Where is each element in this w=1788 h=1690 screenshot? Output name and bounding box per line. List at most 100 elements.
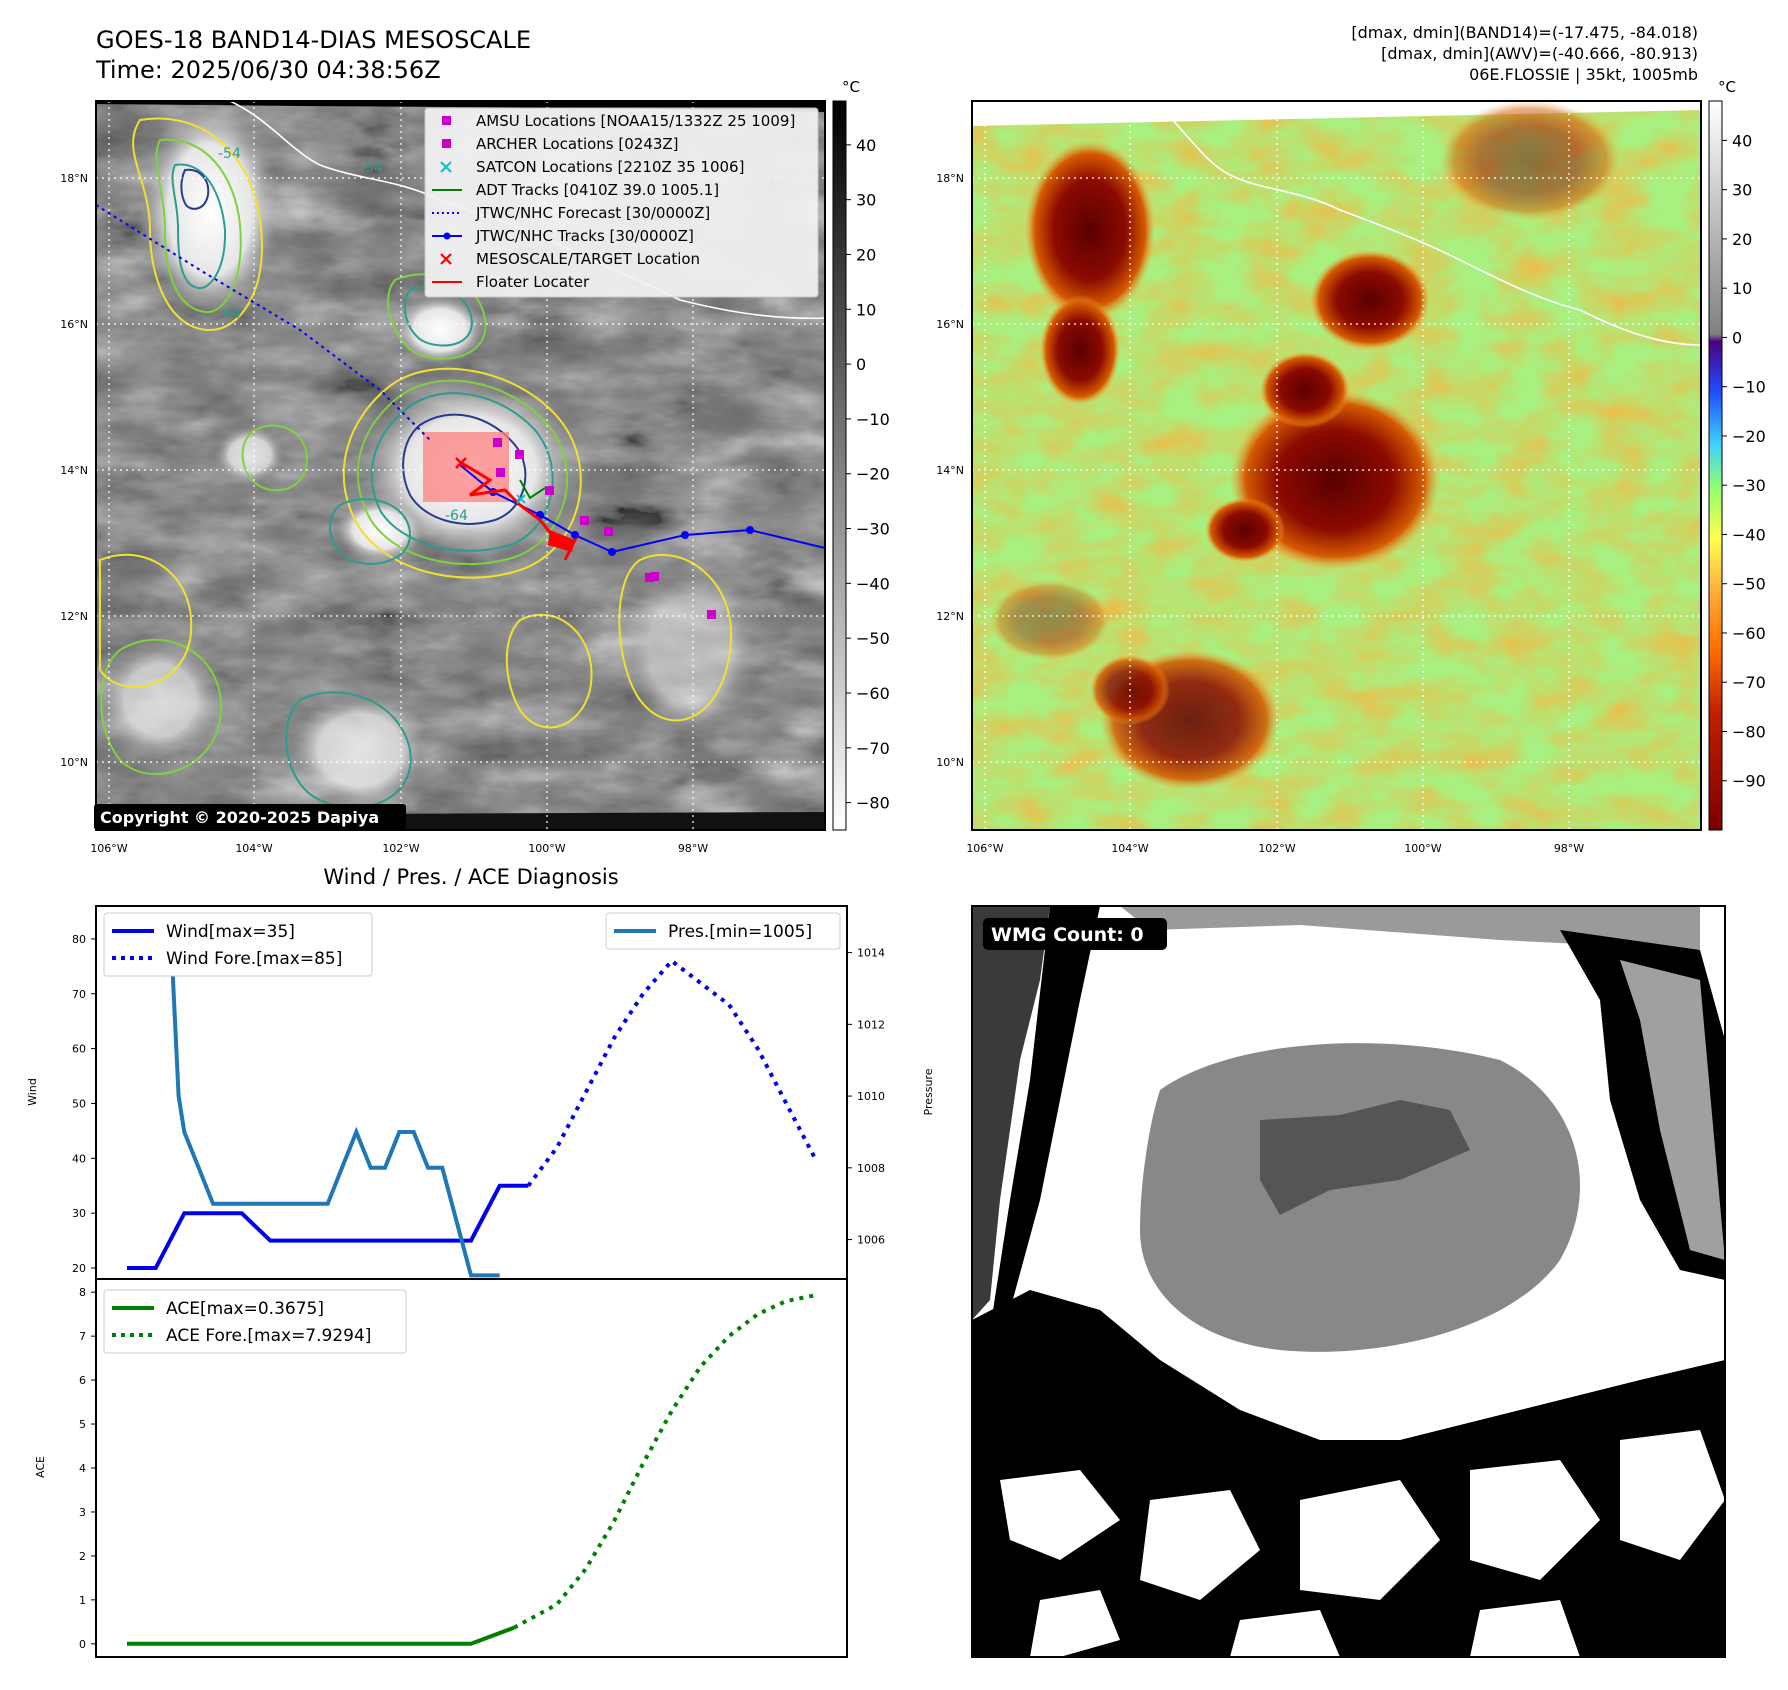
colorbar-tick-label: 30 <box>856 191 876 210</box>
map-legend: AMSU Locations [NOAA15/1332Z 25 1009] ARC… <box>424 107 819 298</box>
product-title: GOES-18 BAND14-DIAS MESOSCALE <box>96 26 532 54</box>
wind-forecast-series-line <box>526 958 817 1187</box>
colorbar-tick-label: −40 <box>856 574 890 593</box>
ace-legend: ACE[max=0.3675] ACE Fore.[max=7.9294] <box>103 1289 407 1354</box>
track-point <box>571 531 579 539</box>
legend-label: JTWC/NHC Tracks [30/0000Z] <box>475 227 694 245</box>
color-colorbar-unit: °C <box>1718 78 1736 96</box>
legend-entry: AMSU Locations [NOAA15/1332Z 25 1009] <box>442 112 795 130</box>
ace-tick-label: 7 <box>79 1330 86 1343</box>
lon-tick: 98°W <box>678 842 708 855</box>
legend-entry: JTWC/NHC Tracks [30/0000Z] <box>432 227 694 245</box>
legend-entry: ADT Tracks [0410Z 39.0 1005.1] <box>432 181 719 199</box>
contour-label: -64 <box>445 508 468 524</box>
ace-series-line <box>127 1625 515 1646</box>
ir-colorbar-ticks: 40 30 20 10 0 −10 −20 −30 −40 −50 −60 −70 −80 <box>846 136 890 813</box>
coastline <box>1149 101 1701 346</box>
fix-point <box>515 450 524 459</box>
track-point <box>608 548 616 556</box>
wind-tick-label: 20 <box>72 1262 86 1275</box>
legend-square-marker <box>442 139 451 148</box>
legend-ace-forecast: ACE Fore.[max=7.9294] <box>166 1326 371 1346</box>
lon-tick: 104°W <box>1111 842 1148 855</box>
colorbar-tick-label: −90 <box>1732 772 1766 791</box>
contour-label: -64 <box>218 306 241 322</box>
best-track <box>459 464 825 554</box>
product-time: Time: 2025/06/30 04:38:56Z <box>96 56 441 84</box>
lon-tick: 100°W <box>528 842 565 855</box>
ir-map-frame <box>95 100 826 831</box>
legend-label: JTWC/NHC Forecast [30/0000Z] <box>475 204 710 222</box>
color-colorbar <box>1708 100 1723 831</box>
legend-label: Floater Locater <box>476 273 590 291</box>
colorbar-tick-label: 40 <box>856 136 876 155</box>
copyright-text: Copyright © 2020-2025 Dapiya <box>100 808 379 827</box>
ace-tick-label: 5 <box>79 1418 86 1431</box>
info-line-2: [dmax, dmin](AWV)=(-40.666, -80.913) <box>1381 44 1698 63</box>
colorbar-tick-label: −80 <box>1732 722 1766 741</box>
colorbar-tick-label: −80 <box>856 794 890 813</box>
pressure-tick-label: 1008 <box>857 1162 885 1175</box>
lat-tick: 16°N <box>60 318 88 331</box>
legend-entry: Floater Locater <box>432 273 590 291</box>
wind-axis-label: Wind <box>26 1078 39 1106</box>
ir-map-axis-labels: 106°W 104°W 102°W 100°W 98°W 18°N 16°N 1… <box>60 172 708 855</box>
lon-tick: 106°W <box>966 842 1003 855</box>
colorbar-tick-label: −70 <box>1732 673 1766 692</box>
ace-tick-label: 3 <box>79 1506 86 1519</box>
pressure-tick-label: 1010 <box>857 1090 885 1103</box>
colorbar-tick-label: −30 <box>856 520 890 539</box>
legend-ace: ACE[max=0.3675] <box>166 1299 324 1319</box>
legend-label: ADT Tracks [0410Z 39.0 1005.1] <box>476 181 719 199</box>
colorbar-tick-label: −10 <box>856 410 890 429</box>
colorbar-tick-label: 20 <box>1732 230 1752 249</box>
color-imagery <box>972 101 1701 830</box>
ir-map-panel: -54 -54 -64 -64 <box>60 78 890 855</box>
ir-colorbar <box>832 100 847 831</box>
lon-tick: 104°W <box>235 842 272 855</box>
lon-tick: 102°W <box>382 842 419 855</box>
satcon-marker <box>516 494 526 504</box>
wmg-count-box: WMG Count: 0 <box>983 918 1167 950</box>
lon-tick: 100°W <box>1404 842 1441 855</box>
fix-point <box>496 468 505 477</box>
ace-tick-label: 0 <box>79 1638 86 1651</box>
pressure-tick-label: 1012 <box>857 1018 885 1031</box>
colorbar-tick-label: 10 <box>1732 279 1752 298</box>
legend-x-marker <box>440 161 452 173</box>
legend-square-marker <box>442 116 451 125</box>
legend-label: SATCON Locations [2210Z 35 1006] <box>476 158 744 176</box>
lat-tick: 16°N <box>936 318 964 331</box>
legend-entry: ARCHER Locations [0243Z] <box>442 135 679 153</box>
ir-colorbar-unit: °C <box>842 78 860 96</box>
wmg-frame <box>971 905 1726 1658</box>
lon-tick: 102°W <box>1258 842 1295 855</box>
diagnosis-panel: Wind / Pres. / ACE Diagnosis 20304050607… <box>26 865 935 1658</box>
color-map-axis-labels: 106°W 104°W 102°W 100°W 98°W 18°N 16°N 1… <box>936 172 1584 855</box>
fix-point <box>707 610 716 619</box>
wind-tick-label: 40 <box>72 1152 86 1165</box>
legend-dot <box>443 232 451 240</box>
contour-label: -54 <box>218 146 241 162</box>
legend-wind-forecast: Wind Fore.[max=85] <box>166 949 342 969</box>
lat-tick: 12°N <box>936 610 964 623</box>
fix-point <box>493 438 502 447</box>
fix-point <box>604 527 613 536</box>
forecast-track <box>96 204 431 441</box>
pressure-axis-label: Pressure <box>922 1068 935 1115</box>
colorbar-tick-label: −30 <box>1732 476 1766 495</box>
wind-tick-label: 70 <box>72 988 86 1001</box>
wmg-panel: WMG Count: 0 <box>971 905 1726 1658</box>
legend-pressure: Pres.[min=1005] <box>668 922 812 942</box>
ace-tick-label: 8 <box>79 1286 86 1299</box>
wind-tick-label: 30 <box>72 1207 86 1220</box>
lat-tick: 18°N <box>60 172 88 185</box>
lat-tick: 10°N <box>936 756 964 769</box>
colorbar-tick-label: −50 <box>1732 575 1766 594</box>
lat-tick: 12°N <box>60 610 88 623</box>
ace-axis-label: ACE <box>34 1456 47 1478</box>
colorbar-tick-label: −70 <box>856 739 890 758</box>
color-ir-panel: 106°W 104°W 102°W 100°W 98°W 18°N 16°N 1… <box>936 78 1766 855</box>
